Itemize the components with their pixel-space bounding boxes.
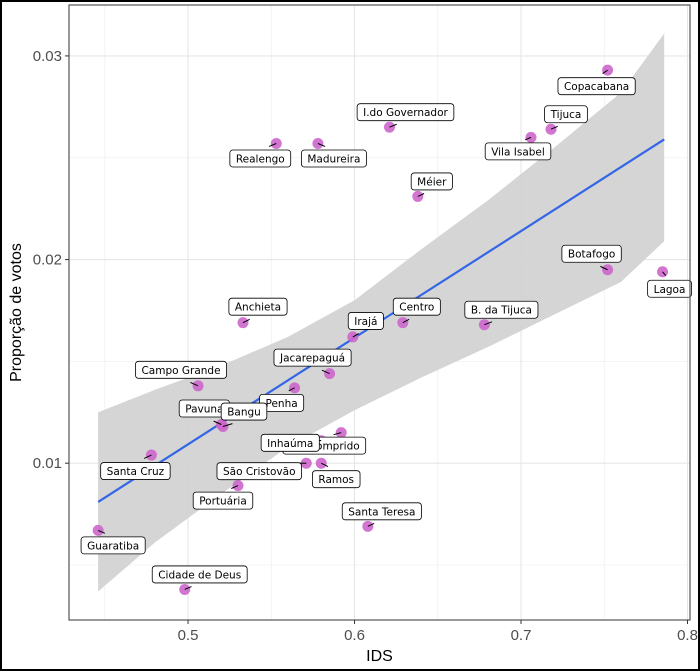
label-connector: [484, 321, 493, 326]
label-connector: [602, 69, 608, 74]
point-label-box: [347, 312, 384, 330]
point-label-text: Botafogo: [568, 249, 615, 261]
label-connector: [389, 123, 397, 128]
point-label-text: Cidade de Deus: [158, 569, 241, 581]
label-connector: [184, 586, 192, 590]
label-connector: [231, 485, 239, 489]
label-connector: [143, 454, 152, 459]
point-label-text: Penha: [266, 398, 298, 410]
point-label-box: [260, 433, 320, 452]
point-label-box: [228, 297, 288, 316]
point-label-text: B. da Tijuca: [471, 305, 532, 317]
label-connector: [321, 369, 330, 375]
point-labels: Copacabana Tijuca Vila Isabel I.do Governad…: [80, 69, 692, 590]
y-tick-label: 0.01: [33, 455, 62, 472]
label-connector: [242, 318, 250, 324]
label-connector: [417, 193, 425, 197]
point-label-text: I.do Governador: [363, 107, 448, 119]
label-connector: [662, 271, 667, 276]
point-label-box: [561, 244, 622, 263]
point-label-box: [135, 360, 227, 379]
x-tick-label: 0.8: [677, 627, 698, 644]
label-connector: [222, 423, 233, 428]
point-label-box: [300, 149, 367, 168]
point-label-text: Santa Cruz: [107, 466, 165, 478]
y-tick-label: 0.02: [33, 252, 62, 269]
point-label-box: [273, 348, 352, 367]
point-label-text: Inhaúma: [267, 438, 313, 450]
label-connector: [288, 387, 295, 392]
point-label-text: Copacabana: [564, 81, 629, 93]
label-connector: [402, 318, 410, 324]
x-tick-label: 0.6: [344, 627, 365, 644]
label-connector: [367, 522, 375, 527]
point-label-text: Santa Teresa: [348, 506, 415, 518]
point-label-box: [312, 470, 361, 489]
point-label-text: Vila Isabel: [491, 146, 545, 158]
x-tick-label: 0.5: [178, 627, 199, 644]
point-label-box: [356, 103, 455, 122]
label-connector: [333, 432, 342, 436]
x-tick-label: 0.7: [511, 627, 532, 644]
point-label-box: [220, 402, 268, 421]
point-label-text: Lagoa: [654, 284, 686, 296]
point-label-box: [151, 565, 248, 584]
point-label-box: [557, 77, 636, 96]
point-label-box: [410, 172, 453, 191]
point-label-box: [392, 297, 441, 316]
point-label-text: Méier: [417, 176, 447, 188]
label-connector: [213, 420, 222, 425]
point-label-text: Pavuna: [185, 404, 223, 416]
label-connector: [321, 462, 329, 468]
point-label-text: Realengo: [236, 153, 285, 165]
point-label-text: São Cristovão: [223, 466, 296, 478]
label-connector: [268, 143, 277, 147]
label-connector: [317, 143, 326, 147]
point-label-box: [464, 300, 539, 319]
point-label-text: Portuária: [199, 496, 247, 508]
x-axis-title: IDS: [366, 648, 393, 665]
point-label-box: [80, 536, 146, 555]
point-label-text: Bangu: [227, 407, 261, 419]
point-label-box: [341, 502, 422, 521]
point-label-box: [647, 279, 692, 298]
point-label-text: Anchieta: [235, 302, 281, 314]
point-label-text: Centro: [399, 302, 434, 314]
point-label-box: [216, 462, 302, 481]
x-axis: 0.5 0.6 0.7 0.8: [178, 620, 698, 644]
y-tick-label: 0.03: [33, 48, 62, 65]
point-label-text: Campo Grande: [141, 365, 220, 377]
point-label-text: Jacarepaguá: [279, 353, 345, 365]
panel-border: [68, 4, 691, 621]
label-connector: [600, 265, 608, 271]
label-connector: [550, 125, 558, 130]
point-label-text: Madureira: [307, 153, 360, 165]
point-label-box: [192, 491, 254, 510]
point-label-text: Irajá: [354, 316, 377, 328]
point-label-box: [484, 142, 552, 161]
label-connector: [97, 529, 106, 534]
y-axis: 0.01 0.02 0.03: [33, 48, 69, 472]
label-connector: [190, 381, 199, 387]
point-label-text: Ramos: [318, 474, 354, 486]
label-connector: [524, 136, 532, 141]
point-label-box: [229, 149, 292, 168]
label-connector: [352, 333, 359, 338]
point-label-text: Tijuca: [550, 109, 582, 121]
point-label-text: Guaratiba: [87, 540, 139, 552]
point-label-box: [544, 105, 588, 124]
point-label-box: [100, 462, 171, 480]
y-axis-title: Proporção de votos: [8, 243, 25, 382]
